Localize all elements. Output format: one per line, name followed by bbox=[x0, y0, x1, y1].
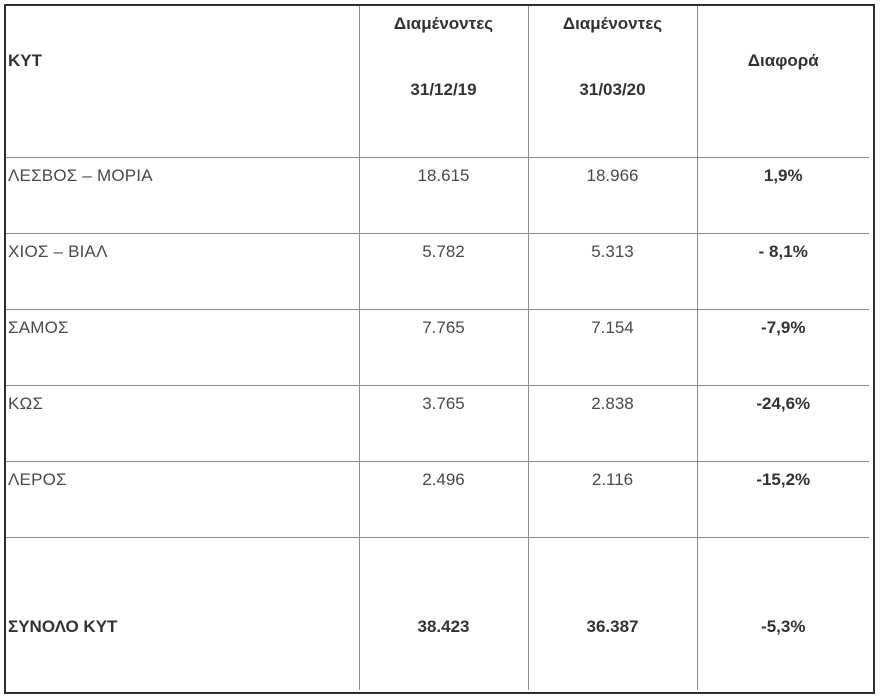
total-name: ΣΥΝΟΛΟ ΚΥΤ bbox=[6, 536, 360, 690]
row-value-2019: 5.782 bbox=[358, 232, 529, 310]
row-name: ΛΕΡΟΣ bbox=[6, 460, 360, 538]
table-frame bbox=[4, 4, 875, 694]
row-value-2019: 18.615 bbox=[358, 156, 529, 234]
table-row: ΚΩΣ 3.765 2.838 -24,6% bbox=[6, 384, 869, 462]
table-row: ΛΕΣΒΟΣ – ΜΟΡΙΑ 18.615 18.966 1,9% bbox=[6, 156, 869, 234]
residents-table: ΚΥΤ Διαμένοντες 31/12/19 Διαμένοντες 31/… bbox=[6, 6, 869, 690]
row-value-2019: 2.496 bbox=[358, 460, 529, 538]
header-row: ΚΥΤ Διαμένοντες 31/12/19 Διαμένοντες 31/… bbox=[6, 6, 869, 158]
table-row: ΣΑΜΟΣ 7.765 7.154 -7,9% bbox=[6, 308, 869, 386]
total-value-2019: 38.423 bbox=[358, 536, 529, 690]
row-value-2020: 7.154 bbox=[527, 308, 698, 386]
row-difference: -7,9% bbox=[696, 308, 869, 386]
header-difference: Διαφορά bbox=[696, 6, 869, 158]
row-value-2019: 7.765 bbox=[358, 308, 529, 386]
table-row: ΧΙΟΣ – ΒΙΑΛ 5.782 5.313 - 8,1% bbox=[6, 232, 869, 310]
row-name: ΚΩΣ bbox=[6, 384, 360, 462]
total-difference: -5,3% bbox=[696, 536, 869, 690]
header-residents-2019-label: Διαμένοντες bbox=[393, 14, 494, 33]
row-value-2020: 2.838 bbox=[527, 384, 698, 462]
row-difference: 1,9% bbox=[696, 156, 869, 234]
table-row: ΛΕΡΟΣ 2.496 2.116 -15,2% bbox=[6, 460, 869, 538]
row-difference: -24,6% bbox=[696, 384, 869, 462]
row-name: ΧΙΟΣ – ΒΙΑΛ bbox=[6, 232, 360, 310]
total-row: ΣΥΝΟΛΟ ΚΥΤ 38.423 36.387 -5,3% bbox=[6, 536, 869, 690]
row-difference: - 8,1% bbox=[696, 232, 869, 310]
header-kyt: ΚΥΤ bbox=[6, 6, 360, 158]
header-residents-2020-label: Διαμένοντες bbox=[562, 14, 663, 33]
header-residents-2020: Διαμένοντες 31/03/20 bbox=[527, 6, 698, 158]
header-residents-2020-date: 31/03/20 bbox=[579, 80, 646, 99]
row-value-2020: 18.966 bbox=[527, 156, 698, 234]
header-residents-2019: Διαμένοντες 31/12/19 bbox=[358, 6, 529, 158]
row-name: ΣΑΜΟΣ bbox=[6, 308, 360, 386]
header-residents-2019-date: 31/12/19 bbox=[410, 80, 477, 99]
row-name: ΛΕΣΒΟΣ – ΜΟΡΙΑ bbox=[6, 156, 360, 234]
row-value-2019: 3.765 bbox=[358, 384, 529, 462]
row-difference: -15,2% bbox=[696, 460, 869, 538]
total-value-2020: 36.387 bbox=[527, 536, 698, 690]
row-value-2020: 2.116 bbox=[527, 460, 698, 538]
row-value-2020: 5.313 bbox=[527, 232, 698, 310]
